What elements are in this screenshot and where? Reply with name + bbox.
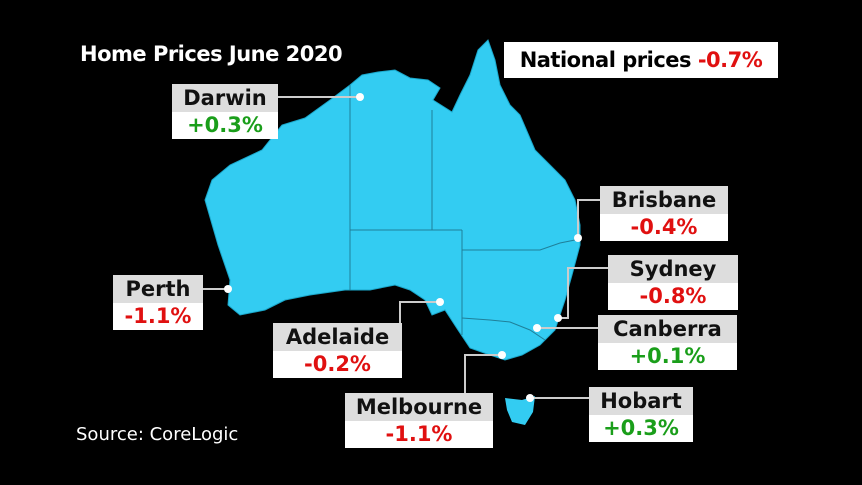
city-dot <box>498 351 506 359</box>
tasmania <box>505 396 535 425</box>
title: Home Prices June 2020 <box>80 42 343 66</box>
city-name: Darwin <box>172 84 278 112</box>
city-name: Brisbane <box>600 186 728 214</box>
city-change: +0.1% <box>598 343 737 370</box>
city-name: Adelaide <box>273 323 402 351</box>
city-name: Perth <box>113 275 203 303</box>
connector <box>558 267 608 319</box>
city-change: -1.1% <box>345 421 493 448</box>
national-change: -0.7% <box>697 48 763 72</box>
city-name: Canberra <box>598 315 737 343</box>
city-name: Hobart <box>589 387 693 415</box>
city-box: Brisbane -0.4% <box>600 186 728 241</box>
city-name: Sydney <box>608 255 738 283</box>
city-dot <box>356 93 364 101</box>
national-box: National prices -0.7% <box>504 42 778 78</box>
city-name: Melbourne <box>345 393 493 421</box>
city-box: Adelaide -0.2% <box>273 323 402 378</box>
city-box: Sydney -0.8% <box>608 255 738 310</box>
city-change: -0.4% <box>600 214 728 241</box>
city-dot <box>533 324 541 332</box>
city-box: Melbourne -1.1% <box>345 393 493 448</box>
city-change: +0.3% <box>172 112 278 139</box>
national-label: National prices <box>519 48 692 72</box>
connector <box>577 199 600 238</box>
city-change: -0.8% <box>608 283 738 310</box>
city-change: -1.1% <box>113 303 203 330</box>
city-dot <box>574 234 582 242</box>
city-dot <box>526 394 534 402</box>
state-borders <box>349 85 576 341</box>
city-change: +0.3% <box>589 415 693 442</box>
city-box: Perth -1.1% <box>113 275 203 330</box>
city-dot <box>554 314 562 322</box>
connector <box>464 354 502 393</box>
city-box: Canberra +0.1% <box>598 315 737 370</box>
city-dot <box>224 285 232 293</box>
source: Source: CoreLogic <box>76 424 239 445</box>
city-change: -0.2% <box>273 351 402 378</box>
city-box: Hobart +0.3% <box>589 387 693 442</box>
city-box: Darwin +0.3% <box>172 84 278 139</box>
connector <box>399 301 440 323</box>
city-dot <box>436 298 444 306</box>
